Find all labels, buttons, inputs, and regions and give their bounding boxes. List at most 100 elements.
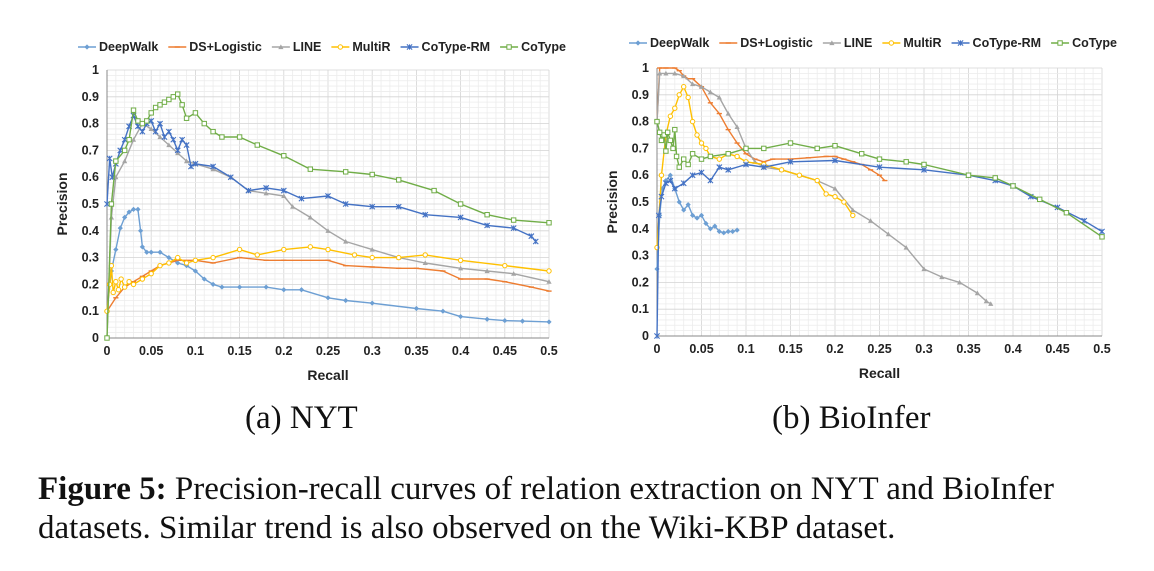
- data-point-deepwalk: [458, 313, 464, 320]
- series-line: [654, 70, 994, 306]
- data-point-cotype: [161, 99, 168, 105]
- data-point-multir: [351, 252, 358, 258]
- data-point-cotype: [670, 145, 676, 152]
- legend-entry-cotype: CoType: [1072, 36, 1117, 50]
- data-point-cotype: [210, 128, 216, 135]
- x-tick-label: 0.15: [778, 342, 802, 356]
- data-point-cotype-rm: [139, 128, 146, 135]
- data-point-cotype-rm: [192, 160, 199, 167]
- x-tick-label: 0.45: [1045, 342, 1069, 356]
- data-point-line: [850, 207, 856, 213]
- data-point-line: [957, 279, 963, 285]
- data-point-cotype: [396, 177, 402, 183]
- data-point-cotype: [658, 137, 665, 144]
- data-point-multir: [307, 244, 314, 250]
- legend-entry-cotype: CoType: [521, 40, 566, 54]
- data-point-cotype: [546, 220, 552, 226]
- y-tick-label: 0: [92, 331, 99, 345]
- data-point-deepwalk: [117, 225, 123, 231]
- data-point-cotype: [667, 137, 674, 144]
- caption-label: Figure 5:: [38, 471, 167, 507]
- data-point-cotype: [664, 129, 671, 136]
- data-point-line: [157, 134, 163, 140]
- data-point-cotype: [484, 212, 490, 218]
- x-tick-label: 0.25: [867, 342, 891, 356]
- chart-nyt: 0 0.05 0.1 0.15 0.2 0.25 0.3 0.35 0.4 0.45 0.5 0 0.1…: [54, 40, 566, 383]
- data-point-line: [343, 238, 349, 244]
- data-point-cotype: [179, 102, 185, 108]
- data-point-line: [484, 268, 490, 274]
- data-point-multir: [676, 92, 682, 98]
- data-point-deepwalk: [725, 228, 731, 235]
- series-line-cotype: [106, 93, 550, 339]
- data-point-cotype-rm: [707, 177, 714, 184]
- y-tick-label: 0.8: [632, 115, 649, 129]
- data-point-deepwalk: [716, 228, 722, 235]
- data-point-cotype-rm: [832, 157, 838, 164]
- data-point-line: [885, 231, 891, 237]
- y-tick-label: 0.9: [82, 90, 99, 104]
- data-point-cotype: [236, 134, 243, 140]
- y-tick-label: 0.8: [82, 117, 99, 131]
- data-point-line: [663, 70, 669, 76]
- data-point-multir: [115, 287, 122, 293]
- data-point-deepwalk: [730, 228, 736, 235]
- y-tick-label: 0.4: [632, 222, 649, 236]
- legend-entry-multir: MultiR: [352, 40, 390, 54]
- x-tick-label: 0.15: [227, 344, 251, 358]
- legend-marker-deepwalk: [635, 40, 641, 46]
- data-point-cotype: [921, 161, 927, 168]
- x-tick-label: 0.4: [452, 344, 469, 358]
- data-point-cotype-rm: [342, 201, 349, 207]
- data-point-cotype: [113, 158, 119, 164]
- data-point-multir: [118, 276, 124, 282]
- x-tick-label: 0.5: [1093, 342, 1110, 356]
- data-point-cotype-rm: [227, 174, 234, 181]
- data-point-multir: [396, 254, 402, 261]
- data-point-deepwalk: [734, 227, 740, 233]
- y-tick-label: 0.5: [82, 197, 99, 211]
- series-cotype: [654, 118, 1105, 240]
- data-point-line: [122, 158, 128, 164]
- y-tick-label: 1: [92, 63, 99, 77]
- y-axis-label: Precision: [604, 170, 620, 233]
- data-point-cotype-rm: [422, 211, 429, 218]
- data-point-cotype: [130, 107, 137, 113]
- data-point-cotype-rm: [654, 333, 660, 339]
- y-tick-label: 0.5: [632, 195, 649, 209]
- data-point-cotype: [175, 91, 181, 97]
- data-point-deepwalk: [519, 318, 526, 324]
- data-point-line: [422, 260, 428, 266]
- data-point-deepwalk: [676, 199, 682, 205]
- data-point-cotype: [689, 151, 696, 157]
- data-point-line: [183, 158, 190, 164]
- data-point-multir: [716, 156, 723, 162]
- data-point-line: [130, 137, 137, 142]
- data-point-cotype-rm: [174, 147, 181, 154]
- data-point-multir: [457, 257, 464, 263]
- legend-marker-line: [829, 40, 835, 46]
- y-axis-label: Precision: [54, 172, 70, 235]
- data-point-cotype: [510, 217, 517, 223]
- data-point-multir: [166, 260, 172, 266]
- data-point-cotype-rm: [325, 192, 331, 199]
- series-deepwalk: [104, 206, 552, 325]
- data-point-cotype: [814, 145, 820, 152]
- data-point-cotype: [698, 156, 705, 162]
- data-point-multir: [281, 246, 287, 253]
- x-tick-label: 0.05: [139, 344, 163, 358]
- data-point-line: [939, 274, 945, 280]
- data-point-deepwalk: [263, 284, 269, 290]
- data-point-cotype: [1010, 183, 1016, 189]
- data-point-multir: [850, 212, 856, 219]
- data-point-deepwalk: [325, 295, 331, 301]
- data-point-deepwalk: [440, 308, 446, 314]
- data-point-cotype: [126, 136, 132, 143]
- data-point-cotype: [254, 142, 260, 148]
- data-point-deepwalk: [166, 255, 172, 261]
- data-point-deepwalk: [343, 297, 349, 304]
- data-point-multir: [121, 284, 128, 290]
- legend: DeepWalk DS+Logistic LINE MultiR CoType-RM Co…: [78, 40, 566, 54]
- data-point-cotype-rm: [876, 164, 883, 171]
- data-point-deepwalk: [157, 249, 163, 255]
